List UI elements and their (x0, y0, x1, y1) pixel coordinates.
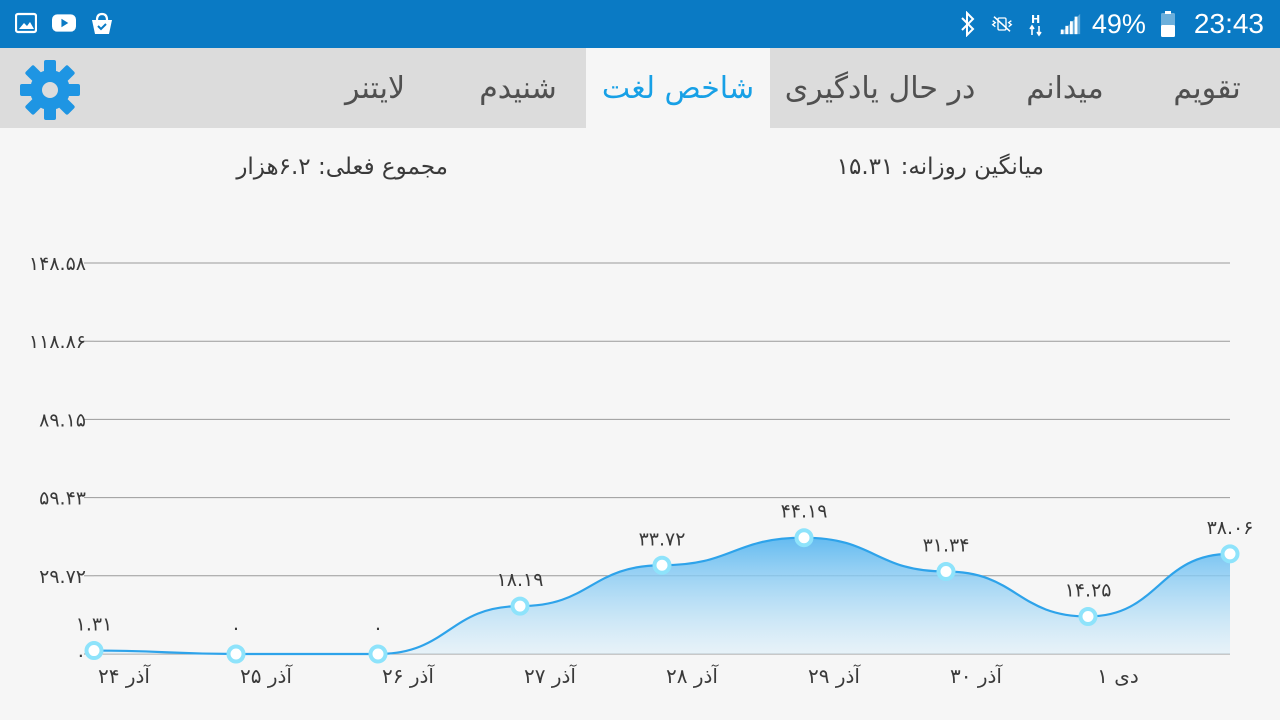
gallery-icon (14, 11, 38, 35)
data-label: ۱.۳۱ (76, 614, 113, 636)
data-label: ۳۱.۳۴ (923, 535, 970, 557)
data-point[interactable] (652, 555, 672, 575)
tab-word-index[interactable]: شاخص لغت (586, 48, 770, 128)
y-tick-label: ۲۹.۷۲ (39, 566, 86, 588)
battery-icon (1156, 11, 1180, 37)
data-label: ۰ (373, 617, 383, 639)
data-label: ۳۸.۰۶ (1207, 517, 1254, 539)
data-point[interactable] (1078, 607, 1098, 626)
youtube-icon (52, 11, 76, 35)
tab-leitner[interactable]: لایتنر (344, 70, 406, 106)
vibrate-mute-icon (990, 12, 1014, 36)
system-icons: H 49% 23:43 (956, 0, 1264, 48)
y-tick-label: ۰ (76, 644, 86, 666)
data-point[interactable] (84, 641, 104, 661)
x-tick-label: ۲۸ آذر (666, 663, 719, 688)
x-tick-label: ۲۶ آذر (382, 663, 435, 688)
y-tick-label: ۵۹.۴۳ (39, 488, 86, 510)
notification-icons (14, 11, 114, 35)
battery-percent: 49% (1091, 8, 1146, 39)
tab-known[interactable]: میدانم (1026, 70, 1104, 106)
x-tick-label: ۳۰ آذر (950, 663, 1003, 688)
gear-icon[interactable] (18, 58, 82, 122)
status-bar: H 49% 23:43 (0, 0, 1280, 48)
x-tick-label: ۲۴ آذر (98, 663, 151, 688)
daily-average: میانگین روزانه: ۱۵.۳۱ (836, 154, 1044, 180)
data-point[interactable] (936, 562, 956, 582)
x-tick-label: ۲۷ آذر (524, 663, 577, 688)
data-point[interactable] (510, 596, 530, 616)
data-label: ۱۸.۱۹ (497, 569, 544, 591)
signal-icon (1058, 12, 1082, 36)
chart-series-line (93, 536, 1231, 656)
tab-heard[interactable]: شنیدم (479, 70, 557, 106)
data-point[interactable] (794, 528, 814, 548)
data-label: ۰ (231, 617, 241, 639)
tab-learning[interactable]: در حال یادگیری (784, 70, 976, 106)
tab-bar: تقویم میدانم در حال یادگیری شاخص لغت شنی… (0, 48, 1280, 128)
bluetooth-icon (956, 11, 980, 37)
current-total: مجموع فعلی: ۶.۲هزار (236, 154, 448, 180)
data-label: ۴۴.۱۹ (781, 501, 828, 523)
data-label: ۳۳.۷۲ (639, 528, 686, 550)
y-tick-label: ۱۴۸.۵۸ (29, 253, 86, 275)
x-tick-label: ۲۵ آذر (240, 663, 293, 688)
y-tick-label: ۱۱۸.۸۶ (29, 331, 86, 353)
word-index-chart: ۰ ۲۹.۷۲ ۵۹.۴۳ ۸۹.۱۵ ۱۱۸.۸۶ ۱۴۸.۵۸ ۱.۳۱ ۰ ۰ ۱۸.۱۹… (29, 253, 1254, 688)
data-point[interactable] (226, 644, 246, 664)
x-tick-label: ۱ دی (1097, 664, 1139, 688)
y-tick-label: ۸۹.۱۵ (39, 409, 86, 431)
svg-text:H: H (1031, 13, 1040, 26)
chart-area-fill (94, 537, 1230, 654)
tab-calendar[interactable]: تقویم (1173, 70, 1241, 106)
data-point[interactable] (1220, 544, 1240, 564)
x-tick-label: ۲۹ آذر (808, 663, 861, 688)
data-label: ۱۴.۲۵ (1065, 580, 1112, 602)
shopping-bag-icon (90, 11, 114, 35)
hspa-icon: H (1024, 12, 1048, 37)
data-point[interactable] (368, 644, 388, 664)
clock: 23:43 (1193, 8, 1264, 39)
